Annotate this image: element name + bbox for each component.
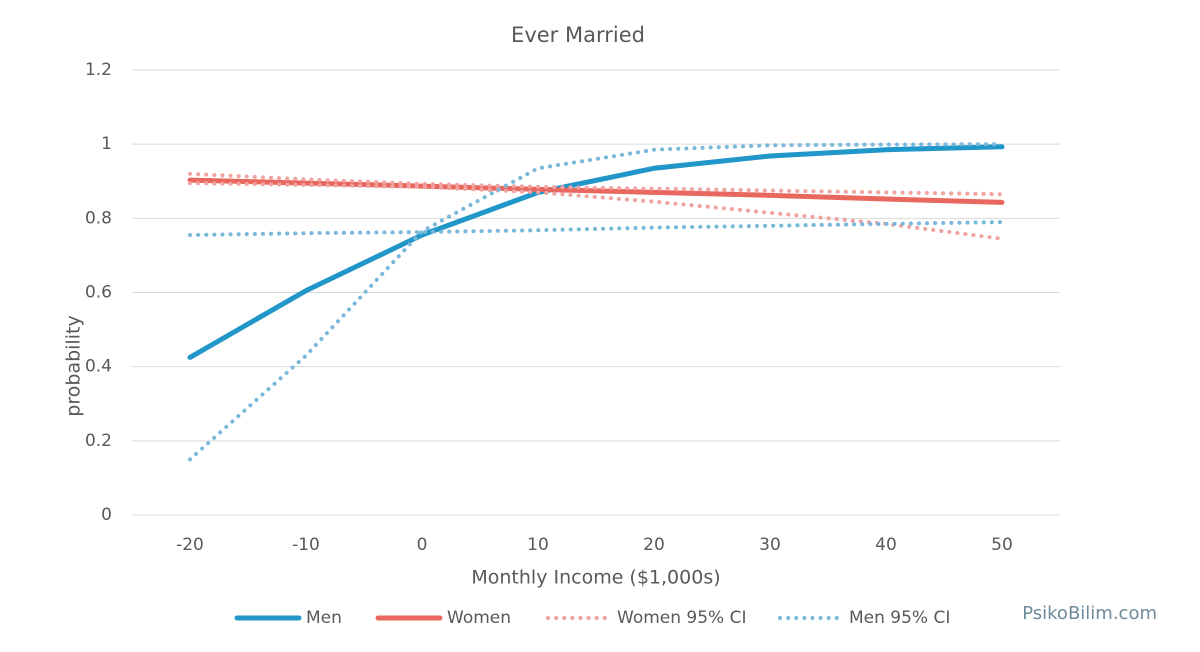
ci-line: [188, 171, 1004, 197]
legend-label: Men 95% CI: [849, 608, 950, 628]
x-tick-label: -20: [176, 535, 204, 555]
ci-line: [188, 142, 1004, 462]
y-axis-title: probability: [63, 315, 85, 416]
x-tick-label: 10: [527, 535, 549, 555]
y-tick-label: 0.6: [85, 283, 112, 303]
chart-title: Ever Married: [511, 23, 645, 47]
y-tick-label: 0: [101, 505, 112, 525]
series-line: [187, 177, 1005, 205]
series-line: [187, 144, 1005, 360]
legend-label: Women: [447, 608, 511, 628]
y-tick-label: 1: [101, 134, 112, 154]
x-axis-title: Monthly Income ($1,000s): [471, 567, 720, 589]
y-tick-label: 0.8: [85, 208, 112, 228]
watermark: PsikoBilim.com: [1022, 603, 1157, 624]
x-tick-label: 30: [759, 535, 781, 555]
y-tick-label: 0.4: [85, 357, 112, 377]
legend-label: Women 95% CI: [617, 608, 746, 628]
x-tick-label: 0: [417, 535, 428, 555]
legend-label: Men: [306, 608, 342, 628]
x-tick-label: 50: [991, 535, 1013, 555]
y-tick-label: 0.2: [85, 431, 112, 451]
ci-line: [188, 181, 1004, 241]
ci-line: [188, 220, 1004, 238]
x-tick-label: 40: [875, 535, 897, 555]
y-tick-label: 1.2: [85, 60, 112, 80]
x-tick-label: 20: [643, 535, 665, 555]
x-tick-label: -10: [292, 535, 320, 555]
